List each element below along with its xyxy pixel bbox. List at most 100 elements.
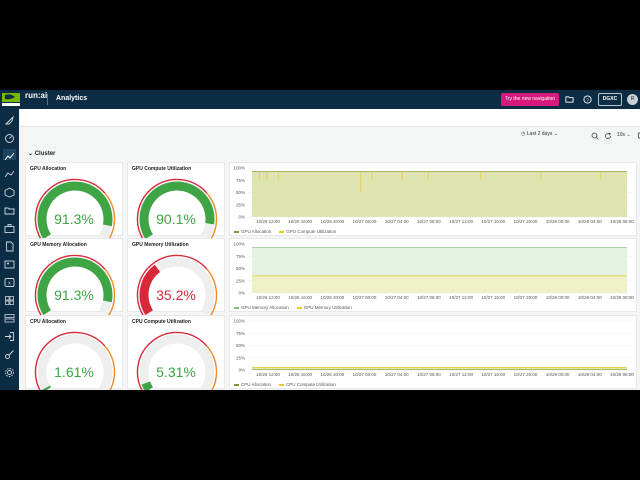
gauge-value-arc [42, 385, 51, 390]
sidebar-item-terminal[interactable]: x [4, 275, 15, 287]
sidebar-item-dashboard[interactable] [4, 131, 15, 143]
gauge-threshold-red [136, 178, 208, 239]
legend-item[interactable]: GPU Memory Allocation [234, 305, 289, 310]
y-tick-label: 0% [238, 291, 245, 296]
gauge-threshold-orange [104, 345, 116, 390]
refresh-icon[interactable] [604, 132, 612, 140]
gauge-panel: CPU Compute Utilization 5.31% [127, 315, 225, 390]
gauge-threshold-orange [104, 268, 116, 315]
gauge-value-arc [139, 264, 161, 315]
x-tick-label: 10/27 00:00 [353, 295, 377, 300]
series-area-gpu-memory-utilization [252, 275, 627, 293]
sidebar-item-briefcase[interactable] [4, 221, 15, 233]
sidebar-item-grid[interactable] [4, 293, 15, 305]
gauge-chart [136, 178, 218, 239]
timeseries-panel: 100% 75% 50% 25% 0% 10/26 12:00 10/26 16:00 10/… [229, 238, 637, 312]
legend-item[interactable]: CPU Allocation [234, 382, 271, 387]
logo-separator [47, 94, 48, 105]
time-range-picker[interactable]: ◷ Last 2 days ⌄ [521, 131, 558, 137]
y-tick-label: 75% [236, 254, 245, 259]
gauge-title: GPU Memory Allocation [30, 242, 87, 248]
x-tick-label: 10/26 20:00 [320, 372, 344, 377]
legend-item[interactable]: GPU Compute Utilization [279, 229, 336, 234]
dashboard-toolbar: ◷ Last 2 days ⌄ 10s ⌄ [20, 128, 640, 144]
x-tick-label: 10/26 20:00 [320, 219, 344, 224]
y-tick-label: 50% [236, 343, 245, 348]
login-icon [5, 332, 14, 341]
gauge-value: 90.1% [156, 211, 196, 227]
tv-mode-icon[interactable] [638, 132, 640, 140]
sidebar-item-analytics[interactable] [3, 149, 16, 161]
sidebar-item-chart[interactable] [4, 167, 15, 178]
svg-text:?: ? [586, 97, 589, 102]
analytics-icon [4, 152, 15, 161]
avatar[interactable]: R [627, 94, 638, 105]
brand-text: run:ai [25, 91, 48, 100]
gauge-panel: GPU Memory Allocation 91.3% [25, 238, 123, 315]
timeseries-chart: 100% 75% 50% 25% 0% 10/26 12:00 10/26 16:00 10/… [233, 319, 634, 378]
zoom-out-icon[interactable] [591, 132, 599, 140]
try-new-navigation-button[interactable]: Try the new navigation [501, 93, 559, 106]
gauge-panel: CPU Allocation 1.61% [25, 315, 123, 390]
sidebar-item-settings[interactable] [4, 365, 15, 377]
sidebar-item-rocket[interactable] [4, 113, 15, 125]
gauge-title: GPU Allocation [30, 166, 67, 172]
x-tick-label: 10/26 16:00 [288, 219, 312, 224]
x-tick-label: 10/27 16:00 [481, 219, 505, 224]
dashboard-icon [5, 134, 14, 143]
x-tick-label: 10/26 16:00 [288, 295, 312, 300]
x-tick-label: 10/26 16:00 [288, 372, 312, 377]
gauge-chart [34, 331, 116, 390]
section-cluster-header[interactable]: ⌄ Cluster [28, 151, 56, 157]
gauge-chart [136, 254, 218, 315]
sidebar-item-document[interactable] [4, 239, 15, 252]
organization-selector[interactable]: DGXC [598, 93, 622, 106]
legend-label: GPU Memory Allocation [241, 305, 289, 310]
series-area-cpu-compute [252, 367, 627, 370]
sidebar-item-image[interactable] [4, 257, 15, 269]
legend-item[interactable]: CPU Compute Utilization [279, 382, 336, 387]
legend-item[interactable]: GPU Memory Utilization [296, 305, 352, 310]
gauge-threshold-orange [206, 192, 218, 239]
timeseries-chart: 100% 75% 50% 25% 0% 10/26 12:00 10/26 16:00 10/… [233, 166, 634, 225]
legend-swatch [234, 231, 239, 233]
gauge-threshold-red [136, 254, 208, 315]
chart-legend: GPU Memory Allocation GPU Memory Utilizat… [234, 305, 360, 310]
x-tick-label: 10/27 20:00 [514, 372, 538, 377]
gauge-value-arc [141, 381, 154, 390]
page-title: Analytics [56, 95, 88, 102]
sidebar-item-login[interactable] [4, 329, 15, 341]
briefcase-icon [4, 224, 15, 233]
x-tick-label: 10/27 04:00 [385, 295, 409, 300]
chart-legend: GPU Allocation GPU Compute Utilization [234, 229, 344, 234]
chart-icon [4, 170, 15, 178]
legend-swatch [234, 384, 239, 386]
y-tick-label: 25% [236, 202, 245, 207]
gauge-threshold-orange [206, 345, 218, 390]
gauge-threshold-orange [206, 268, 218, 315]
y-tick-label: 75% [236, 178, 245, 183]
x-tick-label: 10/27 00:00 [353, 219, 377, 224]
help-icon[interactable]: ? [583, 95, 592, 104]
x-tick-label: 10/28 04:00 [578, 219, 602, 224]
gauge-value: 91.3% [54, 287, 94, 303]
x-tick-label: 10/28 08:00 [610, 372, 634, 377]
sidebar-item-cube[interactable] [4, 185, 15, 198]
x-tick-label: 10/28 04:00 [578, 372, 602, 377]
folder-icon[interactable] [565, 95, 574, 104]
refresh-rate-select[interactable]: 10s ⌄ [617, 132, 631, 138]
legend-label: GPU Memory Utilization [303, 305, 352, 310]
timeseries-chart: 100% 75% 50% 25% 0% 10/26 12:00 10/26 16:00 10/… [233, 242, 634, 301]
sidebar-item-folder[interactable] [4, 203, 15, 215]
series-area-gpu-allocation [252, 171, 627, 217]
x-tick-label: 10/28 00:00 [546, 372, 570, 377]
legend-item[interactable]: GPU Allocation [234, 229, 271, 234]
document-icon [6, 241, 14, 252]
gauge-title: GPU Memory Utilization [132, 242, 189, 248]
x-tick-label: 10/27 12:00 [449, 219, 473, 224]
sidebar-item-server[interactable] [4, 311, 15, 323]
gauge-title: GPU Compute Utilization [132, 166, 192, 172]
sidebar-item-key[interactable] [4, 347, 15, 359]
x-tick-label: 10/27 12:00 [449, 372, 473, 377]
y-tick-label: 75% [236, 331, 245, 336]
